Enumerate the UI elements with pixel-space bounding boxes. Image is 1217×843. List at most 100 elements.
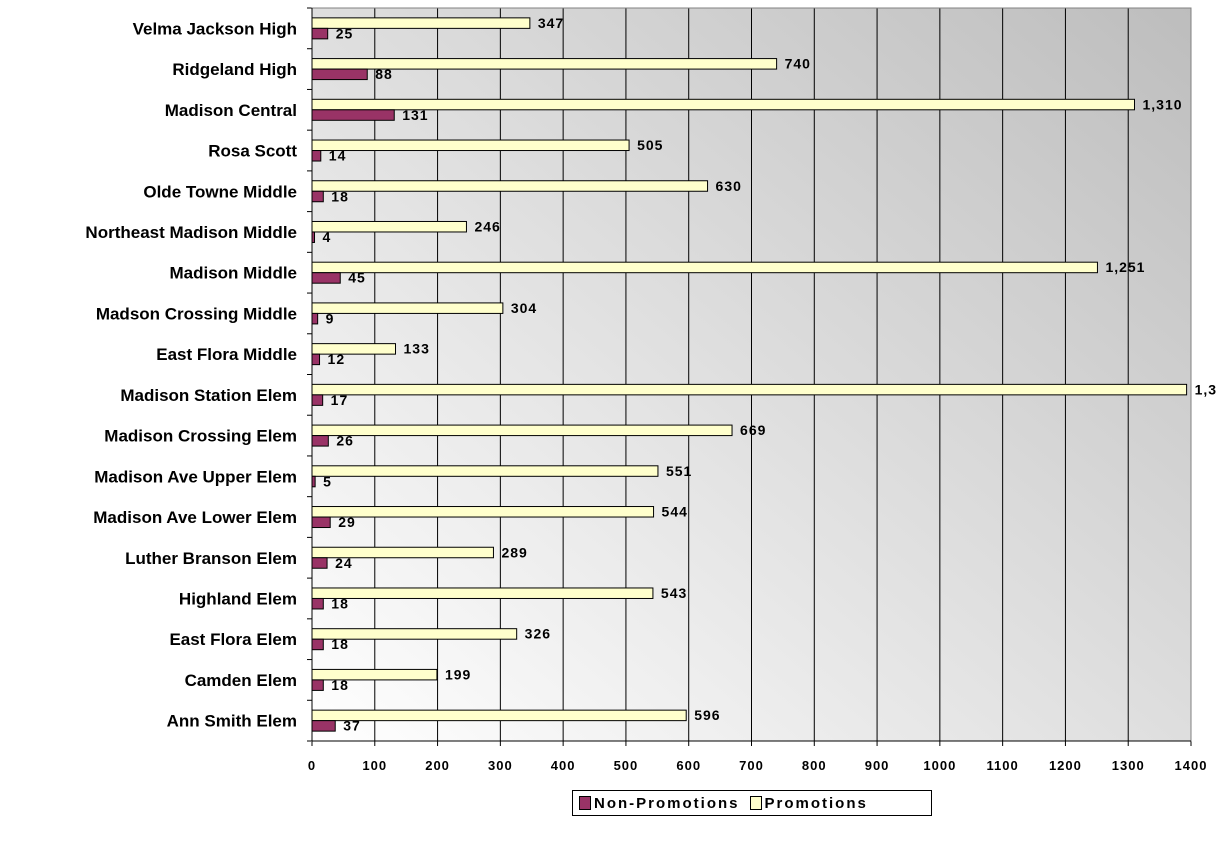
x-axis-ticks: 0 100 200 300 400 500 600 700 800 900 1000 1100 1200… bbox=[307, 7, 1208, 773]
data-label-promotions: 630 bbox=[716, 178, 742, 194]
data-label-non-promotions: 45 bbox=[348, 270, 366, 286]
bar-non-promotions bbox=[311, 27, 329, 40]
bar-promotions bbox=[311, 343, 397, 355]
bar-non-promotions bbox=[311, 394, 324, 406]
bar-promotions bbox=[311, 383, 1188, 396]
bar-promotions bbox=[311, 139, 630, 152]
x-tick-label: 1400 bbox=[1175, 758, 1208, 773]
x-tick-label: 800 bbox=[802, 758, 827, 773]
bar-promotions bbox=[311, 98, 1135, 111]
data-label-promotions: 289 bbox=[501, 544, 527, 560]
data-label-promotions: 544 bbox=[662, 504, 688, 520]
category-label: Highland Elem bbox=[179, 589, 297, 608]
data-label-promotions: 596 bbox=[694, 707, 720, 723]
category-label: Luther Branson Elem bbox=[125, 549, 297, 568]
bar-promotions bbox=[311, 424, 733, 437]
bar-non-promotions bbox=[311, 68, 368, 81]
legend-swatch-promotions bbox=[749, 796, 762, 810]
data-label-non-promotions: 88 bbox=[375, 66, 393, 82]
bar-promotions bbox=[311, 465, 659, 477]
legend-label-non-promotions: Non-Promotions bbox=[594, 794, 740, 812]
data-label-promotions: 199 bbox=[445, 666, 471, 682]
bar-non-promotions bbox=[311, 638, 324, 651]
x-tick-label: 1200 bbox=[1049, 758, 1082, 773]
bar-non-promotions bbox=[311, 272, 341, 284]
legend-label-promotions: Promotions bbox=[764, 794, 868, 812]
data-label-promotions: 740 bbox=[785, 56, 811, 72]
x-tick-label: 700 bbox=[739, 758, 764, 773]
bar-promotions bbox=[311, 180, 709, 192]
category-label: Madison Ave Lower Elem bbox=[93, 508, 297, 527]
category-label: Madison Crossing Elem bbox=[104, 427, 297, 446]
x-tick-label: 500 bbox=[614, 758, 639, 773]
x-tick-label: 0 bbox=[308, 758, 316, 773]
data-label-promotions: 505 bbox=[637, 137, 663, 153]
category-label: Olde Towne Middle bbox=[143, 182, 297, 201]
legend-item-non-promotions: Non-Promotions bbox=[579, 795, 740, 812]
data-label-non-promotions: 18 bbox=[331, 636, 349, 652]
data-label-non-promotions: 17 bbox=[331, 392, 349, 408]
category-label: Velma Jackson High bbox=[133, 19, 297, 38]
bar-non-promotions bbox=[311, 150, 322, 162]
legend-swatch-non-promotions bbox=[579, 796, 591, 810]
legend-item-promotions: Promotions bbox=[749, 794, 868, 812]
data-label-non-promotions: 9 bbox=[326, 310, 335, 326]
bar-non-promotions bbox=[311, 720, 336, 732]
x-tick-label: 200 bbox=[425, 758, 450, 773]
data-label-non-promotions: 4 bbox=[323, 229, 332, 245]
data-label-promotions: 551 bbox=[666, 463, 692, 479]
category-label: East Flora Elem bbox=[169, 630, 297, 649]
bar-promotions bbox=[311, 302, 504, 314]
data-label-non-promotions: 131 bbox=[402, 107, 428, 123]
bar-non-promotions bbox=[311, 312, 319, 325]
bar-non-promotions bbox=[311, 557, 328, 569]
data-label-non-promotions: 18 bbox=[331, 595, 349, 611]
x-tick-label: 1000 bbox=[923, 758, 956, 773]
category-label: Madison Middle bbox=[170, 264, 298, 283]
bar-promotions bbox=[311, 220, 467, 233]
data-label-promotions: 1,310 bbox=[1142, 96, 1182, 112]
data-label-non-promotions: 24 bbox=[335, 555, 353, 571]
data-label-promotions: 246 bbox=[474, 218, 500, 234]
bar-promotions bbox=[311, 506, 655, 518]
bar-non-promotions bbox=[311, 516, 331, 529]
data-label-promotions: 1,393 bbox=[1195, 381, 1217, 397]
data-label-promotions: 347 bbox=[538, 15, 564, 31]
gridlines bbox=[374, 8, 1129, 741]
data-label-non-promotions: 29 bbox=[338, 514, 356, 530]
category-label: Ann Smith Elem bbox=[167, 712, 297, 731]
category-label: Madison Central bbox=[165, 101, 297, 120]
data-label-promotions: 133 bbox=[404, 341, 430, 357]
data-label-non-promotions: 5 bbox=[323, 473, 332, 489]
category-labels: Velma Jackson High Ridgeland High Madison … bbox=[85, 19, 297, 730]
data-label-promotions: 1,251 bbox=[1105, 259, 1145, 275]
bar-non-promotions bbox=[311, 435, 329, 447]
category-label: Madson Crossing Middle bbox=[96, 304, 297, 323]
data-label-non-promotions: 25 bbox=[336, 25, 354, 41]
data-label-non-promotions: 12 bbox=[328, 351, 346, 367]
data-label-promotions: 669 bbox=[740, 422, 766, 438]
category-label: Madison Ave Upper Elem bbox=[94, 467, 297, 486]
x-tick-label: 1300 bbox=[1112, 758, 1145, 773]
bar-non-promotions bbox=[311, 190, 324, 203]
bar-promotions bbox=[311, 709, 687, 722]
x-tick-label: 1100 bbox=[987, 758, 1019, 773]
x-tick-label: 100 bbox=[362, 758, 387, 773]
data-label-non-promotions: 37 bbox=[343, 718, 361, 734]
x-tick-label: 600 bbox=[676, 758, 701, 773]
bar-non-promotions bbox=[311, 597, 324, 610]
data-label-promotions: 543 bbox=[661, 585, 687, 601]
data-label-promotions: 326 bbox=[525, 626, 551, 642]
bar-non-promotions bbox=[311, 679, 324, 691]
x-tick-label: 300 bbox=[488, 758, 513, 773]
data-label-non-promotions: 26 bbox=[336, 433, 354, 449]
bar-promotions bbox=[311, 587, 654, 599]
bar-non-promotions bbox=[311, 353, 321, 366]
x-tick-label: 400 bbox=[551, 758, 576, 773]
category-label: East Flora Middle bbox=[156, 345, 297, 364]
bar-non-promotions bbox=[311, 109, 395, 121]
data-label-promotions: 304 bbox=[511, 300, 537, 316]
x-tick-label: 900 bbox=[865, 758, 890, 773]
chart-legend: Non-Promotions Promotions bbox=[572, 790, 932, 816]
